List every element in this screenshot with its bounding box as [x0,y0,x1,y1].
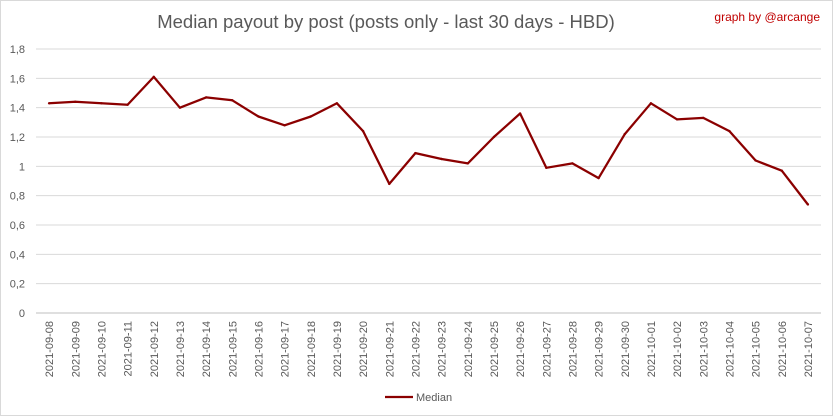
y-tick-label: 1,2 [10,132,25,144]
x-tick-label: 2021-09-27 [541,321,553,377]
gridlines [36,48,821,314]
x-tick-label: 2021-09-19 [332,321,344,377]
data-point [466,162,469,165]
x-tick-label: 2021-09-20 [358,321,370,377]
x-tick-label: 2021-10-04 [724,321,736,377]
x-tick-label: 2021-10-07 [803,321,815,377]
x-tick-label: 2021-10-05 [751,321,763,377]
data-point [283,124,286,127]
x-tick-label: 2021-09-23 [437,321,449,377]
x-tick-label: 2021-09-15 [227,321,239,377]
data-point [545,166,548,169]
y-tick-label: 0,6 [10,220,25,232]
y-tick-label: 1 [19,161,25,173]
data-point [74,100,77,104]
data-point [257,115,260,118]
x-axis-ticks: 2021-09-08 2021-09-09 2021-09-10 2021-09-11… [44,321,815,377]
data-point [623,132,626,136]
x-tick-label: 2021-09-13 [175,321,187,377]
data-point [754,159,757,162]
data-point [204,96,208,99]
chart-credit: graph by @arcange [714,10,820,24]
x-tick-label: 2021-09-30 [620,321,632,377]
data-point [780,169,783,172]
x-tick-label: 2021-10-06 [777,321,789,377]
data-point [675,118,679,121]
data-point [518,112,522,115]
chart-title: Median payout by post (posts only - last… [157,11,615,32]
x-tick-label: 2021-09-24 [463,321,475,377]
x-tick-label: 2021-09-16 [253,321,265,377]
data-point [388,182,391,186]
y-tick-label: 1,6 [10,73,25,85]
data-point [414,151,417,155]
data-point [47,102,51,105]
y-tick-label: 0,2 [10,279,25,291]
x-tick-label: 2021-09-14 [201,321,213,377]
y-tick-label: 1,4 [10,103,25,115]
x-tick-label: 2021-09-10 [96,321,108,377]
data-point [649,102,653,105]
x-tick-label: 2021-10-03 [698,321,710,377]
y-tick-label: 0,4 [10,249,25,261]
y-tick-label: 0,8 [10,191,25,203]
data-point [309,115,312,118]
y-tick-label: 0 [19,308,25,320]
y-tick-label: 1,8 [10,44,25,56]
x-tick-label: 2021-09-09 [70,321,82,377]
data-point [178,106,182,109]
series-line-median [49,75,809,206]
x-tick-label: 2021-09-17 [280,321,292,377]
x-tick-label: 2021-09-29 [594,321,606,377]
data-point [152,75,155,79]
x-tick-label: 2021-09-08 [44,321,56,377]
data-point [597,176,600,180]
x-tick-label: 2021-09-28 [567,321,579,377]
y-axis-ticks: 0 0,2 0,4 0,6 0,8 1 1,2 1,4 1,6 1,8 [10,44,25,320]
legend-label-median: Median [416,392,452,404]
x-tick-label: 2021-10-01 [646,321,658,377]
data-point [361,129,365,133]
data-point [440,157,443,161]
x-tick-label: 2021-09-11 [123,321,135,376]
data-point [728,129,731,133]
data-point [100,102,103,105]
x-tick-label: 2021-09-21 [384,321,396,377]
series-group [47,75,810,206]
x-tick-label: 2021-09-22 [410,321,422,377]
data-point [806,203,810,206]
data-point [702,116,705,120]
data-point [231,99,234,102]
legend: Median [385,392,452,404]
x-tick-label: 2021-09-18 [306,321,318,377]
data-point [571,162,574,165]
x-tick-label: 2021-09-26 [515,321,527,377]
x-tick-label: 2021-09-12 [149,321,161,377]
x-tick-label: 2021-10-02 [672,321,684,377]
data-point [335,102,339,105]
data-point [492,135,496,139]
data-point [126,103,129,106]
x-tick-label: 2021-09-25 [489,321,501,377]
